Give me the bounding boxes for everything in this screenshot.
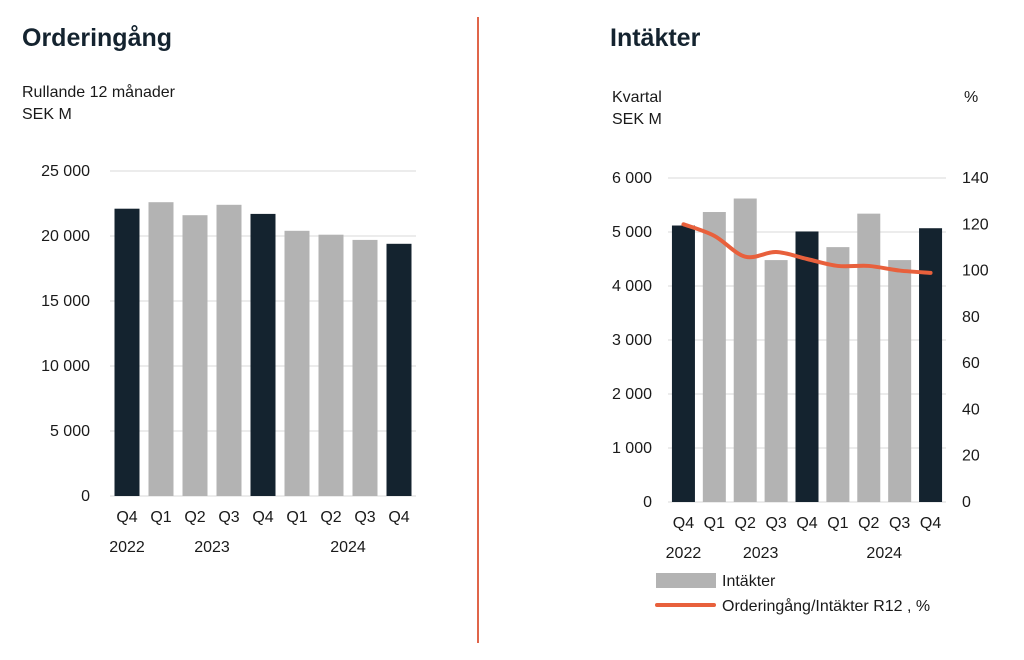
right-y2-tick-label: 80 (962, 309, 980, 326)
left-x-tick-label: Q2 (320, 509, 341, 526)
right-y2-tick-label: 140 (962, 170, 989, 187)
left-bar (352, 239, 378, 496)
left-bar (250, 213, 276, 496)
right-left-y-tick-label: 2 000 (612, 386, 652, 403)
right-bar (888, 260, 912, 502)
right-combo-chart: 0 1 000 2 000 3 000 4 000 5 000 6 000 0 20 40 60 80… (612, 170, 989, 562)
legend-bar-label: Intäkter (722, 573, 776, 590)
left-bar (148, 202, 174, 496)
left-y-tick-label: 15 000 (41, 293, 90, 310)
right-left-y-tick-label: 5 000 (612, 224, 652, 241)
right-y2-tick-label: 60 (962, 355, 980, 372)
left-year-label: 2024 (330, 539, 366, 556)
left-bar-chart: 0 5 000 10 000 15 000 20 000 25 000 Q4 Q1 Q2 Q3 Q4… (41, 163, 416, 556)
left-x-tick-label: Q4 (252, 509, 273, 526)
right-y2-tick-label: 100 (962, 263, 989, 280)
left-year-label: 2022 (109, 539, 145, 556)
right-left-y-tick-label: 1 000 (612, 440, 652, 457)
right-x-tick-label: Q4 (920, 515, 941, 532)
right-bar (919, 228, 943, 502)
left-x-tick-label: Q3 (218, 509, 239, 526)
right-x-tick-label: Q3 (889, 515, 910, 532)
right-x-tick-label: Q2 (735, 515, 756, 532)
left-y-tick-label: 25 000 (41, 163, 90, 180)
right-x-tick-label: Q4 (796, 515, 817, 532)
right-bar (795, 231, 819, 502)
right-x-tick-label: Q2 (858, 515, 879, 532)
left-chart-title: Orderingång (22, 24, 173, 52)
right-bar (702, 212, 726, 502)
right-year-label: 2023 (743, 545, 779, 562)
legend-bar-swatch (656, 573, 716, 588)
left-y-tick-label: 10 000 (41, 358, 90, 375)
right-x-tick-label: Q1 (827, 515, 848, 532)
right-y2-tick-label: 120 (962, 216, 989, 233)
left-x-tick-label: Q4 (388, 509, 409, 526)
left-y-tick-label: 0 (81, 488, 90, 505)
right-bar (857, 213, 881, 502)
right-left-y-tick-label: 6 000 (612, 170, 652, 187)
left-bar (182, 215, 208, 496)
legend-line-label: Orderingång/Intäkter R12 , % (722, 597, 930, 615)
left-bar (114, 208, 140, 496)
right-year-label: 2022 (666, 545, 702, 562)
left-bar (386, 243, 412, 496)
left-y-tick-label: 20 000 (41, 228, 90, 245)
right-x-tick-label: Q3 (765, 515, 786, 532)
left-x-tick-label: Q4 (116, 509, 137, 526)
right-left-y-tick-label: 4 000 (612, 278, 652, 295)
right-bar (671, 225, 695, 502)
right-x-tick-label: Q1 (704, 515, 725, 532)
right-left-y-tick-label: 0 (643, 494, 652, 511)
right-chart-unit-label: SEK M (612, 111, 662, 128)
right-chart-period-label: Kvartal (612, 89, 662, 106)
right-y2-tick-label: 20 (962, 448, 980, 465)
right-bar (826, 247, 850, 502)
left-chart-period-label: Rullande 12 månader (22, 84, 175, 101)
right-y2-tick-label: 0 (962, 494, 971, 511)
left-year-label: 2023 (194, 539, 230, 556)
right-chart-subtitle: Kvartal SEK M (612, 87, 662, 131)
left-x-tick-label: Q2 (184, 509, 205, 526)
right-bar (764, 260, 788, 502)
left-bar (284, 230, 310, 497)
left-x-tick-label: Q1 (286, 509, 307, 526)
panel-divider (477, 17, 479, 643)
right-axis-unit-label: % (964, 89, 979, 106)
right-left-y-tick-label: 3 000 (612, 332, 652, 349)
left-bar (216, 204, 242, 497)
left-bar (318, 234, 344, 496)
chart-legend: Intäkter Orderingång/Intäkter R12 , % (655, 573, 930, 615)
left-x-tick-label: Q3 (354, 509, 375, 526)
left-chart-unit-label: SEK M (22, 106, 72, 123)
ratio-line (681, 222, 933, 275)
right-chart-title: Intäkter (610, 24, 701, 52)
right-y2-tick-label: 40 (962, 401, 980, 418)
right-year-label: 2024 (866, 545, 902, 562)
right-bar (733, 198, 757, 502)
left-chart-subtitle: Rullande 12 månader SEK M (22, 82, 175, 126)
left-x-tick-label: Q1 (150, 509, 171, 526)
right-x-tick-label: Q4 (673, 515, 694, 532)
left-y-tick-label: 5 000 (50, 423, 90, 440)
